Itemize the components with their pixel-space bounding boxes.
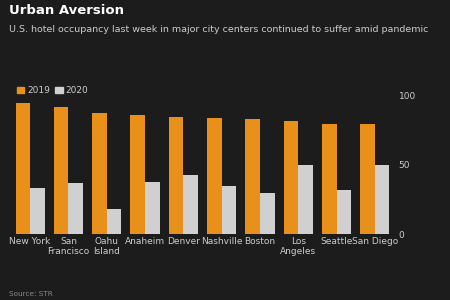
Bar <box>375 165 390 234</box>
Bar <box>15 103 30 234</box>
Bar <box>68 183 83 234</box>
Bar <box>222 186 236 234</box>
Bar <box>360 124 375 234</box>
Bar <box>322 124 337 234</box>
Bar <box>145 182 160 234</box>
Bar <box>107 209 121 234</box>
Bar <box>183 175 198 234</box>
Bar <box>337 190 351 234</box>
Text: U.S. hotel occupancy last week in major city centers continued to suffer amid pa: U.S. hotel occupancy last week in major … <box>9 26 428 34</box>
Bar <box>245 119 260 234</box>
Bar <box>260 193 274 234</box>
Bar <box>30 188 45 234</box>
Bar <box>207 118 222 234</box>
Bar <box>92 112 107 234</box>
Bar <box>130 115 145 234</box>
Text: Source: STR: Source: STR <box>9 291 53 297</box>
Bar <box>284 121 298 234</box>
Bar <box>54 107 68 234</box>
Legend: 2019, 2020: 2019, 2020 <box>14 82 92 99</box>
Bar <box>298 165 313 234</box>
Text: Urban Aversion: Urban Aversion <box>9 4 124 17</box>
Bar <box>169 117 183 234</box>
